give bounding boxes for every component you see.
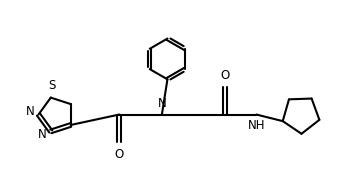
Text: O: O	[115, 147, 124, 161]
Text: S: S	[48, 79, 55, 92]
Text: N: N	[157, 97, 166, 110]
Text: N: N	[38, 128, 47, 141]
Text: NH: NH	[248, 119, 265, 132]
Text: N: N	[26, 105, 35, 118]
Text: O: O	[220, 69, 229, 82]
